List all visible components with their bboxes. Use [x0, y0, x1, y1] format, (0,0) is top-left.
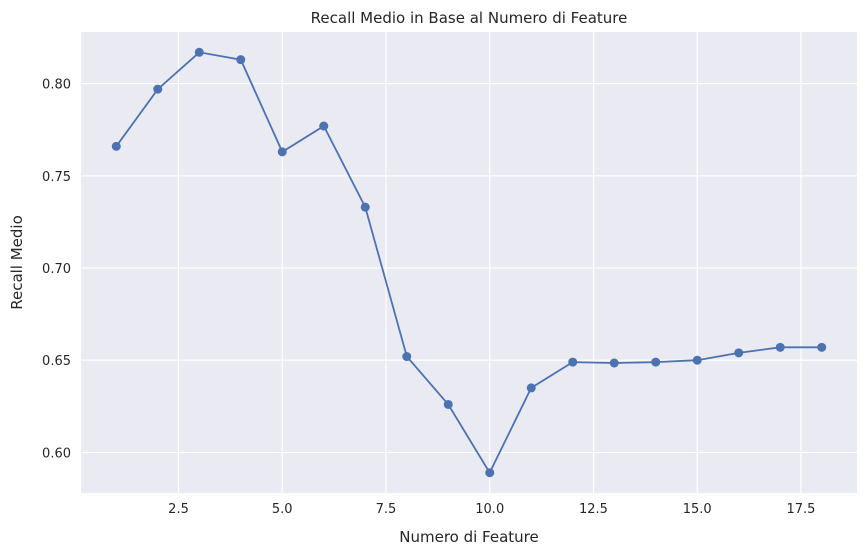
x-axis-ticks: 2.5 5.0 7.5 10.0 12.5 15.0 17.5 — [168, 502, 815, 517]
x-tick-label: 2.5 — [168, 502, 189, 517]
x-tick-label: 15.0 — [683, 502, 712, 517]
data-point — [692, 355, 702, 365]
data-point — [568, 357, 578, 367]
data-point — [402, 352, 412, 362]
data-point — [194, 47, 204, 57]
data-point — [485, 468, 495, 478]
data-point — [817, 342, 827, 352]
data-point — [734, 348, 744, 358]
grid-lines — [81, 32, 857, 493]
data-point — [236, 55, 246, 65]
y-axis-ticks: 0.60 0.65 0.70 0.75 0.80 — [42, 78, 71, 462]
x-tick-label: 10.0 — [475, 502, 504, 517]
y-tick-label: 0.80 — [42, 78, 71, 93]
plot-area — [81, 32, 857, 493]
data-point — [277, 147, 287, 157]
x-tick-label: 17.5 — [787, 502, 816, 517]
data-point — [526, 383, 536, 393]
x-tick-label: 7.5 — [376, 502, 397, 517]
data-point — [651, 357, 661, 367]
x-tick-label: 5.0 — [272, 502, 293, 517]
x-tick-label: 12.5 — [579, 502, 608, 517]
data-point — [443, 399, 453, 409]
data-point — [319, 121, 329, 131]
data-point — [153, 84, 163, 94]
y-tick-label: 0.65 — [42, 354, 71, 369]
data-point — [609, 358, 619, 368]
data-point — [775, 342, 785, 352]
y-tick-label: 0.70 — [42, 262, 71, 277]
series-recall-medio — [111, 47, 827, 478]
x-axis-label: Numero di Feature — [399, 528, 539, 546]
data-point — [360, 202, 370, 212]
chart-title: Recall Medio in Base al Numero di Featur… — [311, 9, 628, 27]
y-tick-label: 0.60 — [42, 446, 71, 461]
y-axis-label: Recall Medio — [8, 215, 26, 310]
data-point — [111, 141, 121, 151]
y-tick-label: 0.75 — [42, 170, 71, 185]
series-line — [115, 51, 822, 475]
